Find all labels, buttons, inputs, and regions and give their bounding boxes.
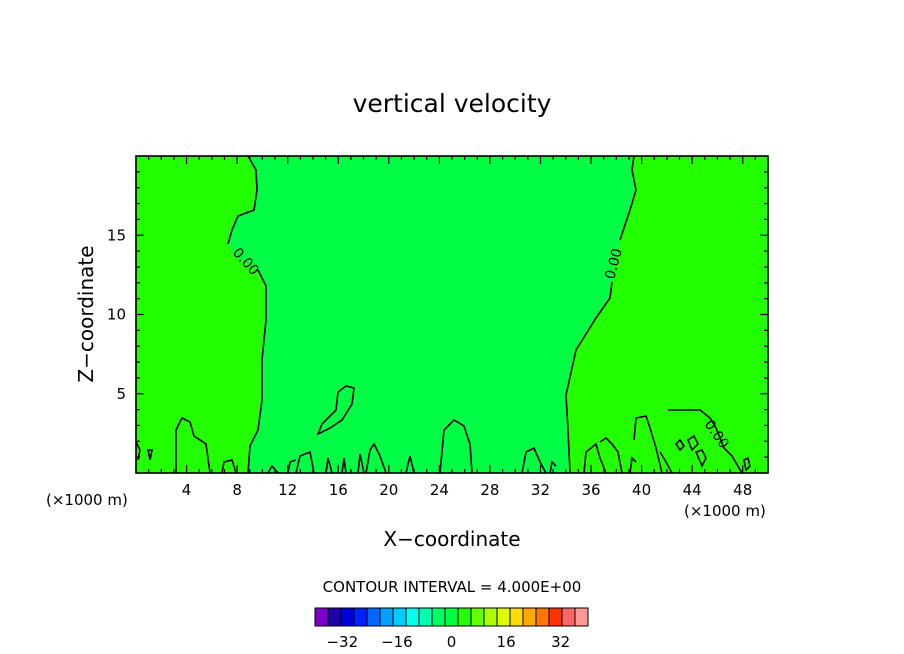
x-tick-label: 28 bbox=[480, 481, 499, 499]
x-unit-left: (×1000 m) bbox=[46, 491, 128, 509]
colorbar-cell bbox=[314, 607, 329, 627]
colorbar-cell bbox=[574, 607, 589, 627]
colorbar-cell bbox=[522, 607, 537, 627]
colorbar-tick-label: −16 bbox=[381, 633, 413, 651]
colorbar-cell bbox=[353, 607, 368, 627]
colorbar-cell bbox=[405, 607, 420, 627]
plot-area bbox=[136, 156, 768, 473]
contour-zero-left-lower bbox=[247, 269, 267, 474]
x-tick-label: 48 bbox=[733, 481, 752, 499]
region-central-negative bbox=[228, 156, 636, 473]
x-tick-label: 12 bbox=[278, 481, 297, 499]
x-tick-label: 36 bbox=[581, 481, 600, 499]
colorbar-tick-label: 32 bbox=[551, 633, 570, 651]
y-ticks: 5 10 15 bbox=[107, 171, 768, 458]
contour-small-cell bbox=[316, 385, 355, 436]
chart-title: vertical velocity bbox=[353, 89, 552, 118]
colorbar-cell bbox=[431, 607, 446, 627]
colorbar-tick-label: −32 bbox=[326, 633, 358, 651]
contour-right-bumps bbox=[135, 409, 751, 474]
colorbar-tick-label: 16 bbox=[497, 633, 516, 651]
colorbar-cell bbox=[548, 607, 563, 627]
colorbar-cell bbox=[457, 607, 472, 627]
colorbar-tick-labels: −32 −16 0 16 32 bbox=[326, 633, 570, 651]
y-tick-label: 15 bbox=[107, 226, 126, 244]
contour-bottom-bumps bbox=[175, 416, 557, 474]
colorbar-cell bbox=[418, 607, 433, 627]
contour-zero-right-lower bbox=[565, 281, 613, 474]
colorbar bbox=[314, 607, 589, 627]
x-tick-label: 8 bbox=[232, 481, 242, 499]
colorbar-cell bbox=[327, 607, 342, 627]
x-tick-label: 44 bbox=[683, 481, 702, 499]
y-tick-label: 10 bbox=[107, 306, 126, 324]
y-axis-label: Z−coordinate bbox=[74, 245, 98, 382]
y-tick-label: 5 bbox=[116, 385, 126, 403]
x-tick-label: 4 bbox=[182, 481, 192, 499]
x-tick-label: 24 bbox=[430, 481, 449, 499]
colorbar-cell bbox=[366, 607, 381, 627]
colorbar-cell bbox=[444, 607, 459, 627]
colorbar-cell bbox=[496, 607, 511, 627]
contour-interval-text: CONTOUR INTERVAL = 4.000E+00 bbox=[323, 578, 582, 596]
x-axis-label: X−coordinate bbox=[383, 527, 520, 551]
colorbar-cell bbox=[509, 607, 524, 627]
colorbar-cell bbox=[379, 607, 394, 627]
colorbar-cell bbox=[340, 607, 355, 627]
colorbar-cell bbox=[470, 607, 485, 627]
x-tick-label: 40 bbox=[632, 481, 651, 499]
colorbar-cell bbox=[483, 607, 498, 627]
x-tick-label: 32 bbox=[531, 481, 550, 499]
contour-label: 0.00 bbox=[602, 247, 626, 281]
colorbar-cell bbox=[392, 607, 407, 627]
x-unit-right: (×1000 m) bbox=[684, 502, 766, 520]
colorbar-cell bbox=[535, 607, 550, 627]
contour-zero-right bbox=[619, 155, 637, 241]
x-ticks: 4 8 12 16 20 24 28 32 36 40 44 48 bbox=[148, 156, 756, 499]
x-tick-label: 20 bbox=[379, 481, 398, 499]
colorbar-tick-label: 0 bbox=[447, 633, 457, 651]
contour-zero-left bbox=[227, 155, 258, 245]
colorbar-cell bbox=[561, 607, 576, 627]
contour-lines bbox=[135, 155, 751, 474]
x-tick-label: 16 bbox=[329, 481, 348, 499]
